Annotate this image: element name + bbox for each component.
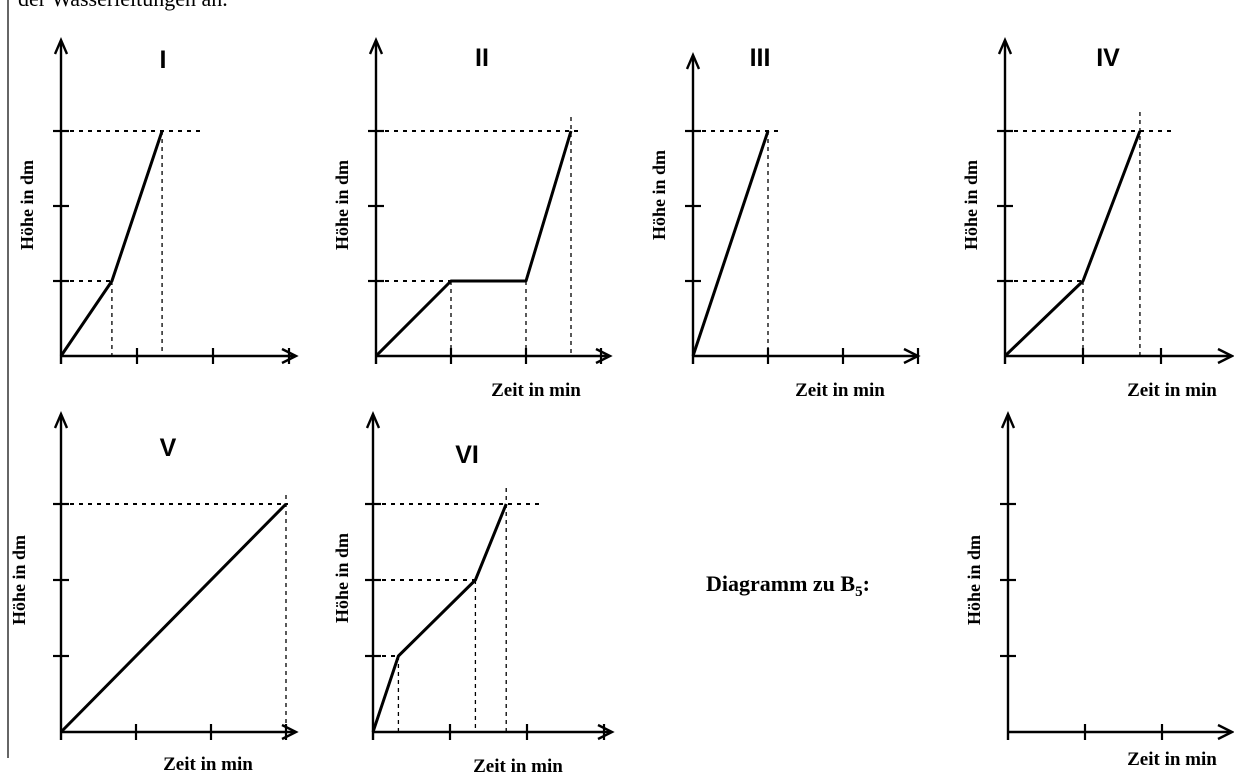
chart-title: II	[475, 44, 489, 72]
caption-subscript: 5	[855, 584, 863, 600]
y-axis-arrow-icon	[997, 36, 1013, 55]
chart-title: VI	[455, 441, 479, 469]
caption-suffix: :	[863, 571, 870, 596]
chart-5: V Höhe in dm Zeit in min	[9, 410, 299, 775]
y-axis-arrow-icon	[53, 36, 69, 55]
chart-1: I Höhe in dm	[17, 36, 299, 365]
chart-title: III	[750, 44, 771, 72]
data-line	[59, 130, 164, 357]
x-axis-label: Zeit in min	[473, 756, 563, 776]
caption-main: Diagramm zu B	[706, 571, 855, 596]
chart-title: I	[160, 46, 167, 74]
x-axis-arrow-icon	[1217, 347, 1234, 365]
data-line	[374, 130, 573, 358]
diagram-caption: Diagramm zu B5:	[706, 571, 870, 600]
y-axis-arrow-icon	[1000, 410, 1016, 429]
y-axis-arrow-icon	[368, 36, 384, 55]
y-axis-label: Höhe in dm	[17, 160, 37, 250]
y-axis-label: Höhe in dm	[649, 150, 669, 240]
y-axis-arrow-icon	[365, 410, 381, 429]
x-axis-label: Zeit in min	[163, 754, 253, 775]
x-axis-arrow-icon	[281, 347, 299, 365]
y-axis-label: Höhe in dm	[332, 533, 352, 623]
x-axis-label: Zeit in min	[491, 380, 581, 401]
chart-2: II Höhe in dm Zeit in min	[332, 36, 613, 401]
intro-text: der Wasserleitungen an.	[18, 0, 228, 11]
data-line	[1003, 130, 1142, 358]
chart-title: V	[160, 434, 177, 462]
data-line	[371, 503, 508, 733]
y-axis-label: Höhe in dm	[964, 535, 984, 625]
chart-4: IV Höhe in dm Zeit in min	[961, 36, 1234, 401]
data-line	[59, 502, 288, 734]
y-axis-arrow-icon	[685, 51, 701, 70]
charts-container: I Höhe in dm II Höhe in dm Zeit in min III Höh…	[9, 36, 1234, 776]
chart-title: IV	[1096, 44, 1120, 72]
x-axis-label: Zeit in min	[795, 380, 885, 401]
x-axis-arrow-icon	[1217, 723, 1234, 741]
y-axis-arrow-icon	[53, 410, 69, 429]
y-axis-label: Höhe in dm	[9, 535, 29, 625]
y-axis-label: Höhe in dm	[332, 160, 352, 250]
y-axis-label: Höhe in dm	[961, 160, 981, 250]
x-axis-arrow-icon	[597, 723, 615, 741]
x-axis-label: Zeit in min	[1127, 380, 1217, 401]
chart-7: Höhe in dm Zeit in min	[964, 410, 1234, 770]
chart-6: VI Höhe in dm Zeit in min	[332, 410, 615, 776]
chart-3: III Höhe in dm Zeit in min	[649, 44, 921, 401]
data-line	[691, 130, 770, 357]
x-axis-label: Zeit in min	[1127, 749, 1217, 770]
